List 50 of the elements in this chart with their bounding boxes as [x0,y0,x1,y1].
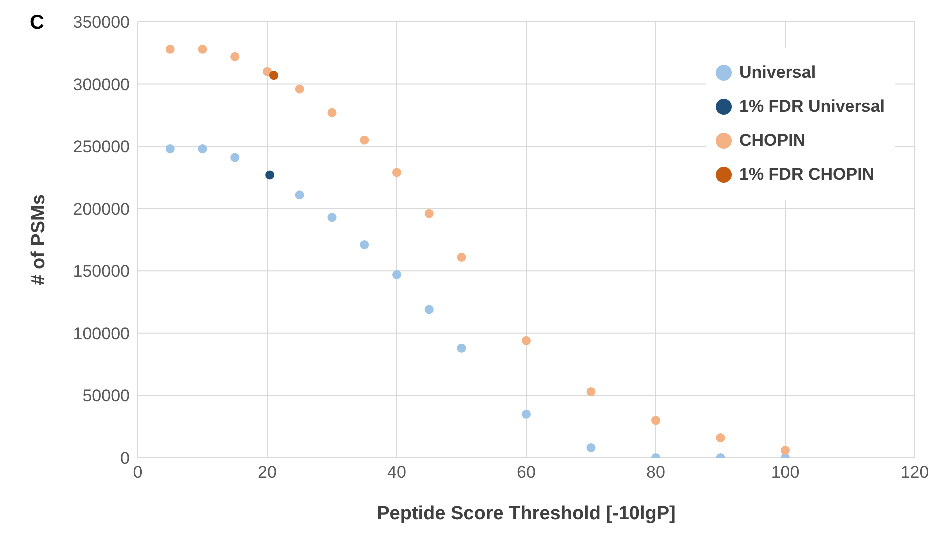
y-tick-label: 100000 [73,324,130,344]
point [230,52,240,62]
legend-label: 1% FDR Universal [740,96,885,118]
point [328,213,337,222]
x-tick-label: 60 [517,463,536,482]
chart-title: C [30,12,44,35]
x-tick-label: 80 [646,463,666,482]
point [716,434,726,443]
point [262,67,272,76]
point [328,108,337,118]
y-tick-label: 300000 [73,75,130,94]
point [586,444,596,453]
legend-label: Universal [740,62,816,84]
point [166,44,175,54]
point [457,252,466,262]
point [457,344,466,353]
y-tick-label: 150000 [73,262,130,282]
y-tick-label: 50000 [82,386,130,406]
point [198,44,208,54]
point [522,410,532,419]
x-tick-label: 20 [258,463,277,482]
point [269,71,278,80]
point [198,144,208,154]
point [522,336,532,346]
point [360,136,370,145]
point [651,416,661,426]
point [360,240,370,250]
y-tick-label: 250000 [73,138,130,157]
y-tick-label: 200000 [73,200,130,219]
point [392,168,402,178]
y-tick-label: 0 [120,449,130,468]
point [266,170,275,180]
x-tick-label: 120 [900,463,930,482]
x-tick-label: 100 [771,463,800,482]
y-axis-title: # of PSMs [28,194,50,286]
point [780,446,790,456]
point [295,84,304,94]
point [166,144,175,154]
point [230,153,240,162]
point [424,209,434,218]
x-tick-label: 40 [388,463,406,482]
point [424,305,434,314]
legend-label: CHOPIN [740,130,806,152]
x-axis-title: Peptide Score Threshold [-10lgP] [377,503,676,524]
legend-label: 1% FDR CHOPIN [740,164,875,186]
y-tick-label: 350000 [73,13,130,32]
x-tick-label: 0 [133,463,143,482]
point [295,190,304,200]
point [392,270,402,280]
point [586,387,596,396]
